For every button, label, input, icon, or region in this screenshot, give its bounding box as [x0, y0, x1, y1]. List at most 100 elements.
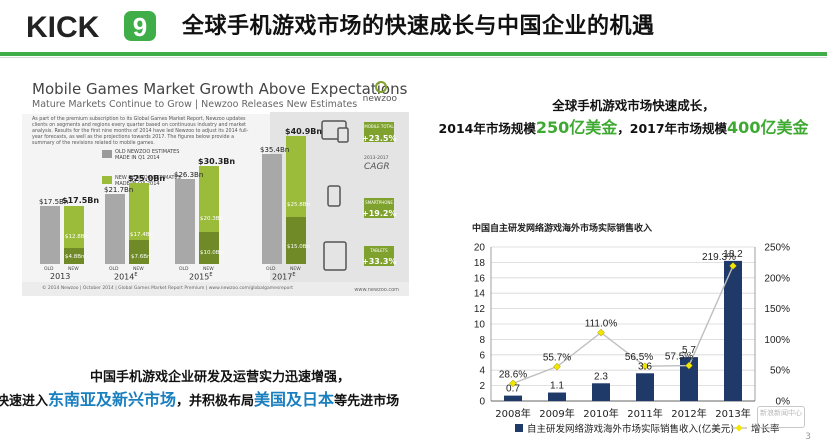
x-tick-label: 2010年	[583, 407, 618, 420]
y2-tick-label: 200%	[764, 273, 790, 284]
y-tick-label: 20	[474, 243, 486, 254]
legend-line-marker	[735, 424, 743, 432]
newzoo-note: As part of the premium subscription to i…	[32, 117, 249, 146]
value-2017-new: $40.9Bn	[285, 127, 323, 136]
logo-text: KICK	[26, 11, 100, 44]
y2-tick-label: 250%	[764, 243, 790, 254]
y2-tick-label: 150%	[764, 304, 790, 315]
smartphone-icon	[327, 185, 341, 207]
y-tick-label: 18	[474, 258, 486, 269]
growth-marker	[729, 262, 737, 270]
seg-2017-bottom: $15.0Bn	[287, 244, 311, 250]
growth-marker	[553, 362, 561, 371]
y-tick-label: 12	[474, 304, 486, 315]
chart-title: 中国自主研发网络游戏海外市场实际销售收入	[472, 224, 653, 234]
highlight-us-jp: 美国及日本	[254, 390, 335, 409]
newzoo-footer: © 2014 Newzoo | October 2014 | Global Ga…	[22, 282, 409, 296]
sina-watermark: 新浪新闻中心	[757, 406, 805, 428]
newzoo-footer-brand: www.newzoo.com	[354, 287, 399, 293]
legend-bar-label: 自主研发网络游戏海外市场实际销售收入(亿美元)	[527, 423, 734, 435]
growth-marker	[685, 361, 693, 370]
badge-tablets: TABLETS	[364, 246, 394, 266]
newzoo-title: Mobile Games Market Growth Above Expecta…	[32, 80, 408, 98]
legend-bar-swatch	[515, 424, 523, 432]
seg-2017-top: $25.8Bn	[287, 202, 311, 208]
bar-2017-old	[262, 154, 282, 264]
growth-marker	[641, 362, 649, 371]
growth-value-label: 111.0%	[585, 319, 618, 330]
bar	[504, 395, 522, 401]
header-divider	[0, 52, 827, 56]
bar-value-label: 5.7	[682, 345, 696, 356]
year-2014: 2014E	[114, 272, 138, 282]
bar-value-label: 2.3	[594, 371, 608, 382]
bar	[636, 373, 654, 401]
value-2015-new: $30.3Bn	[198, 157, 236, 166]
x-tick-label: 2009年	[539, 407, 574, 420]
bar-value-label: 18.2	[723, 249, 743, 260]
year-2013: 2013	[50, 272, 71, 281]
market-size-line: 2014年市场规模250亿美金，2017年市场规模400亿美金	[438, 118, 809, 137]
bar	[680, 357, 698, 401]
overseas-revenue-chart: 024681012141618200%50%100%150%200%250%20…	[474, 243, 791, 436]
value-2013-new: $17.5Bn	[62, 196, 100, 205]
bar-value-label: 1.1	[550, 381, 564, 392]
highlight-sea: 东南亚及新兴市场	[48, 390, 177, 409]
newzoo-brand: newzoo	[362, 94, 397, 104]
label-2015-new: NEW	[203, 267, 214, 272]
page-number: 3	[805, 432, 811, 442]
y-tick-label: 10	[474, 320, 486, 331]
label-2015-old: OLD	[179, 267, 189, 272]
y2-tick-label: 100%	[764, 335, 790, 346]
legend-old-swatch	[102, 150, 112, 158]
y-tick-label: 2	[479, 381, 485, 392]
page-title: 全球手机游戏市场的快速成长与中国企业的机遇	[182, 14, 655, 39]
year-2017: 2017E	[272, 272, 296, 282]
bar-2014-old	[105, 194, 125, 264]
bar-2014-new	[129, 183, 149, 264]
seg-2014-bottom: $7.6Bn	[131, 254, 151, 260]
seg-2015-top: $20.3Bn	[200, 216, 224, 222]
y-tick-label: 16	[474, 273, 486, 284]
bar-value-label: 3.6	[638, 361, 652, 372]
device-icons	[321, 120, 349, 271]
bar	[592, 383, 610, 401]
seg-2013-top: $12.8Bn	[65, 234, 89, 240]
logo-mark: 9	[133, 12, 147, 42]
bar-2013-new	[64, 206, 84, 264]
kick9-logo: KICK 9	[24, 8, 164, 44]
market-entry-line: 快速进入东南亚及新兴市场，并积极布局美国及日本等先进市场	[0, 390, 400, 409]
label-2014-old: OLD	[109, 267, 119, 272]
badge-tablets-pct: +33.3%	[362, 257, 397, 266]
bar	[548, 392, 566, 401]
badge-mobile-total-pct: +23.5%	[362, 134, 397, 143]
growth-value-label: 28.6%	[499, 369, 527, 380]
legend-old: OLD NEWZOO ESTIMATES MADE IN Q1 2014	[115, 149, 180, 161]
y-tick-label: 4	[479, 366, 485, 377]
growth-value-label: 57.5%	[665, 352, 693, 363]
seg-2014-top: $17.4Bn	[130, 232, 154, 238]
seg-2015-bottom: $10.0Bn	[200, 250, 224, 256]
growth-value-label: 219.3%	[702, 252, 736, 263]
y2-tick-label: 0%	[776, 397, 791, 408]
badge-smartphone-pct: +19.2%	[362, 209, 397, 218]
growth-marker	[509, 379, 517, 388]
year-2015: 2015E	[189, 272, 213, 282]
newzoo-subtitle: Mature Markets Continue to Grow | Newzoo…	[32, 99, 358, 110]
x-tick-label: 2011年	[627, 407, 662, 420]
x-tick-label: 2013年	[715, 407, 750, 420]
bar	[724, 260, 742, 401]
y-tick-label: 6	[479, 350, 485, 361]
y-tick-label: 0	[479, 397, 485, 408]
bar-2013-old	[40, 206, 60, 264]
header-divider-thin	[0, 57, 827, 58]
bar-2015-old	[175, 179, 195, 264]
newzoo-logo-icon	[375, 81, 387, 93]
phone-tablet-icon	[321, 120, 349, 143]
bar-2015-new	[199, 166, 219, 264]
newzoo-infographic: Mobile Games Market Growth Above Expecta…	[22, 74, 409, 296]
badge-mobile-total: MOBILE TOTAL	[364, 122, 394, 142]
y-tick-label: 8	[479, 335, 485, 346]
label-2013-old: OLD	[44, 267, 54, 272]
seg-2013-bottom: $4.8Bn	[65, 254, 85, 260]
